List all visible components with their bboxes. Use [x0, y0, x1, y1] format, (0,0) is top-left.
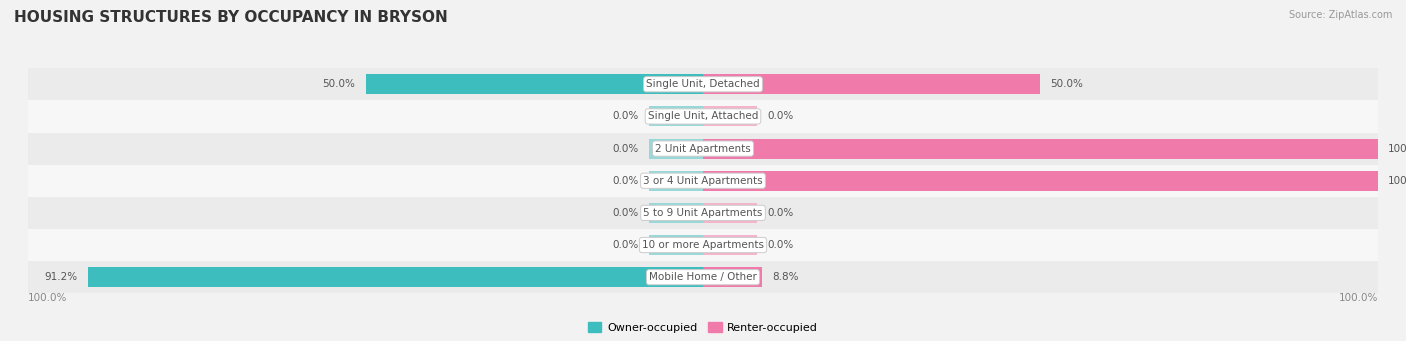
Text: 91.2%: 91.2% [44, 272, 77, 282]
Text: 0.0%: 0.0% [768, 112, 793, 121]
Bar [703, 74, 756, 94]
Text: 0.0%: 0.0% [768, 240, 793, 250]
Text: Mobile Home / Other: Mobile Home / Other [650, 272, 756, 282]
Text: 2 Unit Apartments: 2 Unit Apartments [655, 144, 751, 153]
Text: Single Unit, Attached: Single Unit, Attached [648, 112, 758, 121]
Bar [366, 74, 703, 94]
Bar [28, 133, 1378, 165]
Text: 50.0%: 50.0% [1050, 79, 1084, 89]
Bar [703, 267, 756, 287]
Bar [28, 68, 1378, 100]
Bar [703, 138, 756, 159]
Legend: Owner-occupied, Renter-occupied: Owner-occupied, Renter-occupied [583, 318, 823, 337]
Bar [650, 171, 703, 191]
Bar [650, 138, 703, 159]
Bar [28, 229, 1378, 261]
Bar [28, 165, 1378, 197]
Text: 0.0%: 0.0% [613, 112, 638, 121]
Bar [650, 106, 703, 127]
Bar [703, 74, 1040, 94]
Text: 100.0%: 100.0% [28, 293, 67, 303]
Text: 0.0%: 0.0% [613, 144, 638, 153]
Text: 100.0%: 100.0% [1388, 176, 1406, 186]
Bar [28, 197, 1378, 229]
Text: 0.0%: 0.0% [768, 208, 793, 218]
Text: 100.0%: 100.0% [1388, 144, 1406, 153]
Text: 3 or 4 Unit Apartments: 3 or 4 Unit Apartments [643, 176, 763, 186]
Bar [28, 261, 1378, 293]
Text: Source: ZipAtlas.com: Source: ZipAtlas.com [1288, 10, 1392, 20]
Bar [703, 171, 756, 191]
Text: 0.0%: 0.0% [613, 240, 638, 250]
Bar [703, 106, 756, 127]
Text: 5 to 9 Unit Apartments: 5 to 9 Unit Apartments [644, 208, 762, 218]
Bar [703, 235, 756, 255]
Text: 50.0%: 50.0% [322, 79, 356, 89]
Text: HOUSING STRUCTURES BY OCCUPANCY IN BRYSON: HOUSING STRUCTURES BY OCCUPANCY IN BRYSO… [14, 10, 447, 25]
Text: 10 or more Apartments: 10 or more Apartments [643, 240, 763, 250]
Bar [650, 235, 703, 255]
Bar [703, 267, 762, 287]
Bar [650, 267, 703, 287]
Bar [650, 74, 703, 94]
Bar [703, 138, 1378, 159]
Bar [28, 100, 1378, 133]
Bar [650, 203, 703, 223]
Bar [87, 267, 703, 287]
Text: 0.0%: 0.0% [613, 208, 638, 218]
Text: 0.0%: 0.0% [613, 176, 638, 186]
Text: 100.0%: 100.0% [1339, 293, 1378, 303]
Bar [703, 171, 1378, 191]
Text: 8.8%: 8.8% [772, 272, 799, 282]
Bar [703, 203, 756, 223]
Text: Single Unit, Detached: Single Unit, Detached [647, 79, 759, 89]
